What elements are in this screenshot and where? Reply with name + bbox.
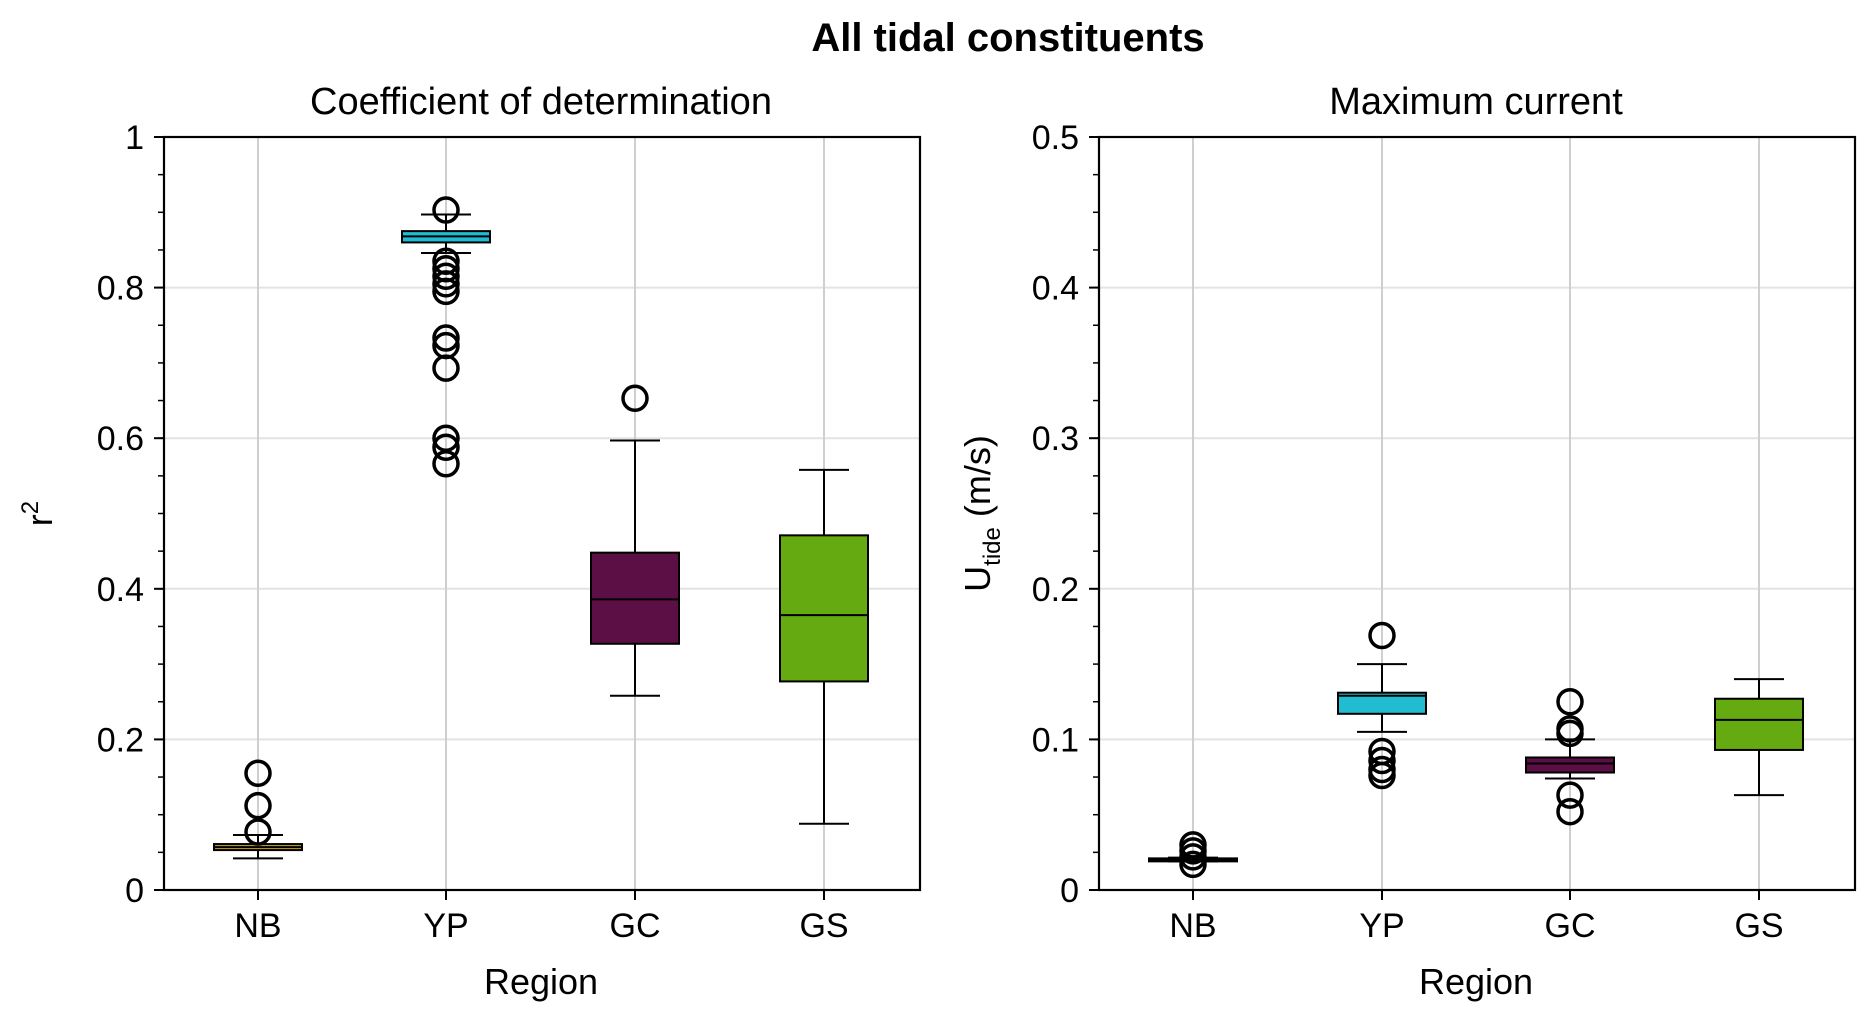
- y-tick-label: 0.3: [1032, 420, 1079, 458]
- outlier-point: [432, 262, 460, 291]
- outlier-point: [432, 270, 460, 298]
- y-axis-label: r2: [17, 501, 60, 526]
- x-axis-label: Region: [484, 961, 598, 1002]
- plot-area: 0 0.2 0.4 0.6 0.8 1 NB YP GC GS r2: [17, 119, 922, 945]
- outlier-point: [1556, 688, 1584, 716]
- box-body: [590, 551, 680, 645]
- y-tick-label: 0.2: [97, 721, 144, 759]
- figure-title: All tidal constituents: [811, 16, 1204, 60]
- box-yp: [1337, 621, 1427, 790]
- outlier-point: [1556, 797, 1584, 826]
- outlier-point: [432, 324, 460, 352]
- panel-maximum-current: Maximum current Region 0 0.1 0.2 0.3 0.4 0.5 N…: [957, 81, 1857, 1002]
- x-tick-label: NB: [1169, 907, 1216, 945]
- outlier-point: [432, 450, 460, 478]
- panel-coefficient-of-determination: Coefficient of determination Region 0 0.2…: [17, 81, 922, 1002]
- outlier-point: [432, 196, 460, 224]
- box-body: [1714, 697, 1804, 751]
- x-tick-label: YP: [1359, 907, 1404, 945]
- x-tick-label: GC: [610, 907, 661, 945]
- box-nb: [1148, 831, 1238, 879]
- panel-title: Coefficient of determination: [310, 81, 772, 123]
- box-nb: [213, 759, 303, 860]
- box-body: [1337, 691, 1427, 715]
- outlier-point: [1556, 719, 1584, 748]
- box-gs: [1714, 678, 1804, 797]
- x-tick-label: GC: [1545, 907, 1596, 945]
- outlier-point: [244, 818, 272, 846]
- box-body: [1525, 756, 1615, 774]
- box-gc: [590, 384, 680, 697]
- y-tick-label: 0.8: [97, 270, 144, 308]
- outlier-point: [621, 384, 649, 413]
- y-tick-label: 1: [125, 119, 144, 157]
- outlier-point: [244, 791, 272, 820]
- x-tick-label: NB: [234, 907, 281, 945]
- outlier-point: [1368, 621, 1396, 650]
- outlier-point: [1556, 781, 1584, 809]
- x-tick-label: YP: [423, 907, 468, 945]
- outlier-point: [1368, 761, 1396, 790]
- y-tick-label: 0.1: [1032, 721, 1079, 759]
- x-tick-label: GS: [799, 907, 848, 945]
- outlier-point: [1179, 850, 1207, 879]
- box-gs: [779, 468, 869, 825]
- y-tick-label: 0.4: [1032, 270, 1079, 308]
- outlier-point: [1179, 843, 1207, 871]
- plot-area: 0 0.1 0.2 0.3 0.4 0.5 NB YP GC GS Utide (m/s): [957, 119, 1857, 945]
- box-body: [779, 534, 869, 683]
- outlier-point: [432, 433, 460, 461]
- box-yp: [401, 196, 491, 478]
- outlier-point: [432, 354, 460, 382]
- outlier-point: [432, 277, 460, 306]
- y-axis-label: Utide (m/s): [957, 435, 1006, 592]
- outlier-point: [1368, 746, 1396, 775]
- x-tick-label: GS: [1734, 907, 1783, 945]
- outlier-point: [244, 759, 272, 788]
- box-gc: [1525, 688, 1615, 826]
- y-tick-label: 0.2: [1032, 571, 1079, 609]
- x-axis-label: Region: [1419, 961, 1533, 1002]
- y-tick-label: 0: [1060, 872, 1079, 910]
- y-tick-label: 0: [125, 872, 144, 910]
- panel-title: Maximum current: [1329, 81, 1623, 123]
- y-tick-label: 0.4: [97, 571, 144, 609]
- y-tick-label: 0.5: [1032, 119, 1079, 157]
- y-tick-label: 0.6: [97, 420, 144, 458]
